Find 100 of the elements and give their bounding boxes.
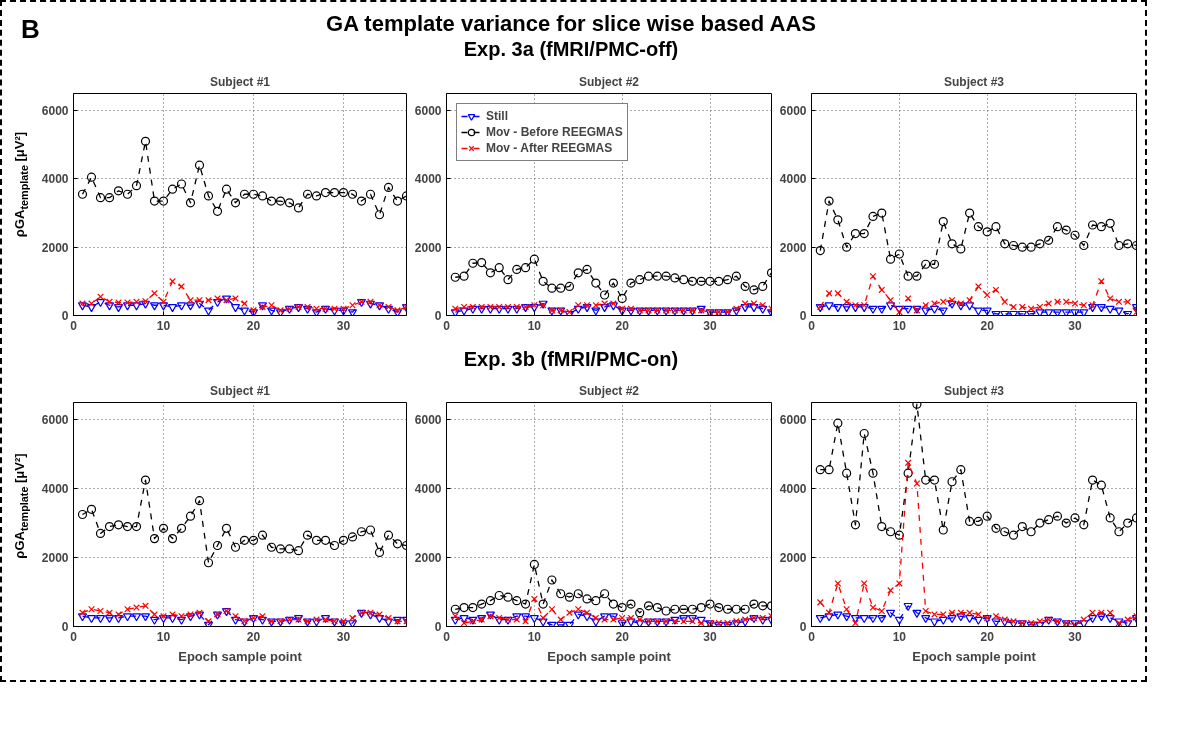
point [833, 303, 843, 312]
text: GA template variance for slice wise based AAS [326, 11, 816, 36]
point [194, 611, 205, 620]
point [383, 182, 394, 192]
point [842, 303, 852, 312]
point [740, 281, 750, 291]
point [1114, 307, 1124, 316]
point [973, 221, 983, 231]
point [991, 221, 1001, 231]
point [169, 277, 176, 285]
point [122, 521, 133, 531]
y-tick-label: 2000 [779, 550, 807, 565]
point [714, 276, 724, 286]
point [230, 303, 241, 312]
point [239, 535, 250, 545]
point [459, 271, 469, 281]
point [304, 303, 311, 310]
point [185, 612, 196, 622]
point [257, 616, 268, 625]
y-tick-label: 2000 [779, 240, 807, 255]
point [385, 614, 392, 621]
point [133, 297, 140, 305]
x-tick-label: 30 [703, 629, 718, 644]
point [652, 271, 662, 281]
chart-title: Subject #3 [943, 74, 1005, 89]
point [95, 192, 106, 202]
point [947, 300, 957, 309]
point [583, 608, 591, 616]
y-tick-label: 2000 [414, 240, 442, 255]
point [313, 304, 320, 312]
x-tick-label: 10 [892, 629, 907, 644]
point [591, 595, 601, 605]
y-tick-label: 6000 [41, 103, 69, 118]
point [392, 538, 403, 549]
point [512, 595, 522, 605]
point [816, 598, 824, 606]
point [503, 592, 513, 602]
point [77, 509, 88, 519]
point [158, 523, 169, 533]
y-tick-label: 4000 [779, 481, 807, 496]
point [913, 479, 921, 487]
x-axis-title: Epoch sample point [178, 648, 303, 664]
point [929, 259, 940, 269]
point [450, 604, 460, 614]
point [239, 307, 250, 316]
point [1052, 221, 1063, 231]
point [275, 196, 286, 206]
point [106, 608, 113, 616]
point [477, 599, 487, 609]
point [176, 523, 187, 533]
point [903, 602, 913, 611]
point [626, 618, 636, 627]
point [815, 614, 825, 623]
point [313, 615, 320, 623]
point [522, 617, 529, 625]
point [529, 614, 539, 623]
point [1105, 614, 1115, 623]
point [921, 614, 931, 623]
point [573, 305, 583, 314]
point [374, 614, 385, 623]
point [97, 292, 104, 300]
point [600, 289, 610, 300]
point [311, 190, 322, 201]
chart-title: Subject #1 [209, 383, 271, 398]
point [494, 262, 504, 272]
point [140, 300, 151, 309]
chart-title: Subject #1 [209, 74, 271, 89]
point [877, 207, 887, 218]
point [731, 271, 741, 281]
y-tick-label: 6000 [779, 412, 807, 427]
point [494, 616, 504, 625]
point [582, 594, 592, 604]
point [878, 607, 886, 615]
x-tick-label: 10 [156, 629, 171, 644]
point [1017, 521, 1027, 531]
y-tick-label: 0 [799, 619, 807, 634]
point [311, 308, 322, 316]
point [859, 614, 869, 623]
point [749, 599, 759, 609]
point [921, 475, 931, 485]
x-tick-label: 30 [336, 629, 351, 644]
point [825, 608, 833, 616]
point [459, 602, 469, 612]
point [520, 599, 531, 609]
point [868, 468, 878, 478]
point [1087, 475, 1098, 485]
x-tick-label: 10 [892, 318, 907, 333]
point [459, 614, 469, 623]
point [268, 301, 275, 309]
point [365, 611, 376, 620]
y-tick-label: 4000 [779, 171, 807, 186]
point [868, 211, 878, 221]
point [302, 305, 313, 314]
point [591, 277, 601, 288]
point [591, 618, 601, 627]
point [1079, 619, 1089, 627]
point [1061, 518, 1071, 528]
point [1106, 294, 1114, 302]
point [1035, 238, 1045, 248]
point [203, 307, 214, 316]
